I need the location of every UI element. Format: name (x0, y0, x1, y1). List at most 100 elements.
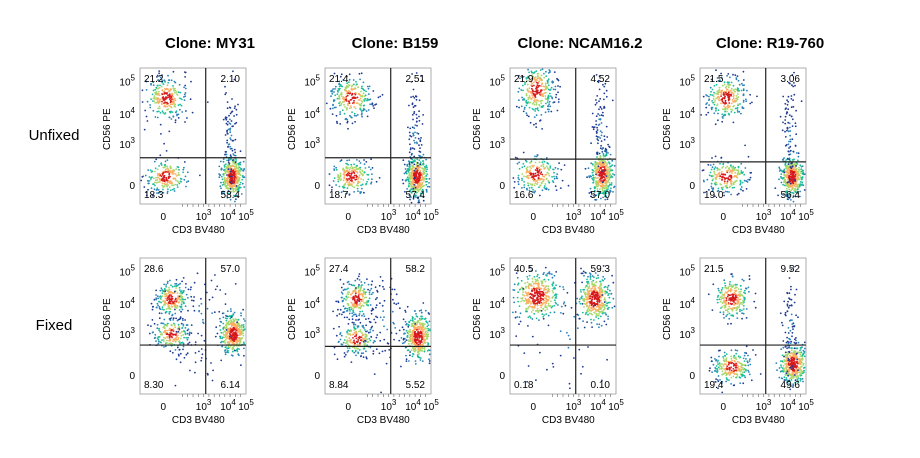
cell-dot (231, 348, 233, 350)
cell-dot (357, 168, 359, 170)
cell-dot (547, 87, 549, 89)
cell-dot (743, 101, 745, 103)
cell-dot (723, 163, 725, 165)
cell-dot (732, 187, 734, 189)
cell-dot (166, 106, 168, 108)
cell-dot (416, 96, 418, 98)
cell-dot (793, 94, 795, 96)
cell-dot (537, 84, 539, 86)
cell-dot (353, 106, 355, 108)
cell-dot (740, 163, 742, 165)
cell-dot (326, 103, 328, 105)
cell-dot (175, 341, 177, 343)
cell-dot (180, 98, 182, 100)
cell-dot (542, 175, 544, 177)
tick-base: 0 (161, 212, 167, 223)
cell-dot (180, 92, 182, 94)
cell-dot (352, 85, 354, 87)
cell-dot (419, 163, 421, 165)
cell-dot (359, 174, 361, 176)
cell-dot (611, 182, 613, 184)
cell-dot (225, 119, 227, 121)
cell-dot (744, 180, 746, 182)
cell-dot (547, 163, 549, 165)
cell-dot (727, 104, 729, 106)
cell-dot (546, 178, 548, 180)
cell-dot (716, 175, 718, 177)
cell-dot (546, 187, 548, 189)
cell-dot (158, 91, 160, 93)
cell-dot (413, 89, 415, 91)
cell-dot (243, 168, 245, 170)
cell-dot (787, 185, 789, 187)
cell-dot (788, 158, 790, 160)
cell-dot (173, 317, 175, 319)
cell-dot (231, 354, 233, 356)
tick-base: 10 (798, 212, 810, 223)
cell-dot (164, 293, 166, 295)
cell-dot (158, 341, 160, 343)
cell-dot (526, 114, 528, 116)
cell-dot (244, 320, 246, 322)
cell-dot (714, 181, 716, 183)
cell-dot (158, 343, 160, 345)
cell-dot (734, 172, 736, 174)
cell-dot (144, 110, 146, 112)
cell-dot (334, 177, 336, 179)
cell-dot (162, 183, 164, 185)
cell-dot (370, 158, 372, 160)
cell-dot (792, 178, 794, 180)
cell-dot (159, 331, 161, 333)
cell-dot (182, 292, 184, 294)
cell-dot (162, 110, 164, 112)
cell-dot (715, 178, 717, 180)
cell-dot (225, 293, 227, 295)
cell-dot (169, 176, 171, 178)
cell-dot (228, 323, 230, 325)
cell-dot (170, 111, 172, 113)
tick-label: 103 (381, 208, 397, 223)
cell-dot (232, 150, 234, 152)
cell-dot (608, 174, 610, 176)
cell-dot (340, 178, 342, 180)
cell-dot (340, 175, 342, 177)
cell-dot (733, 187, 735, 189)
cell-dot (215, 326, 217, 328)
cell-dot (228, 159, 230, 161)
cell-dot (554, 101, 556, 103)
cell-dot (745, 100, 747, 102)
cell-dot (603, 86, 605, 88)
cell-dot (157, 303, 159, 305)
cell-dot (333, 166, 335, 168)
cell-dot (166, 297, 168, 299)
cell-dot (220, 161, 222, 163)
cell-dot (164, 165, 166, 167)
cell-dot (540, 119, 542, 121)
cell-dot (404, 164, 406, 166)
cell-dot (354, 115, 356, 117)
cell-dot (721, 99, 723, 101)
cell-dot (745, 180, 747, 182)
cell-dot (593, 128, 595, 130)
cell-dot (363, 89, 365, 91)
cell-dot (362, 101, 364, 103)
cell-dot (349, 194, 351, 196)
cell-dot (220, 332, 222, 334)
cell-dot (706, 179, 708, 181)
cell-dot (243, 343, 245, 345)
cell-dot (226, 325, 228, 327)
cell-dot (355, 107, 357, 109)
cell-dot (158, 174, 160, 176)
cell-dot (173, 323, 175, 325)
cell-dot (169, 350, 171, 352)
cell-dot (598, 172, 600, 174)
tick-exp: 5 (316, 74, 321, 83)
cell-dot (594, 163, 596, 165)
cell-dot (600, 156, 602, 158)
cell-dot (243, 161, 245, 163)
cell-dot (169, 280, 171, 282)
cell-dot (159, 290, 161, 292)
cell-dot (715, 107, 717, 109)
cell-dot (219, 185, 221, 187)
cell-dot (730, 183, 732, 185)
